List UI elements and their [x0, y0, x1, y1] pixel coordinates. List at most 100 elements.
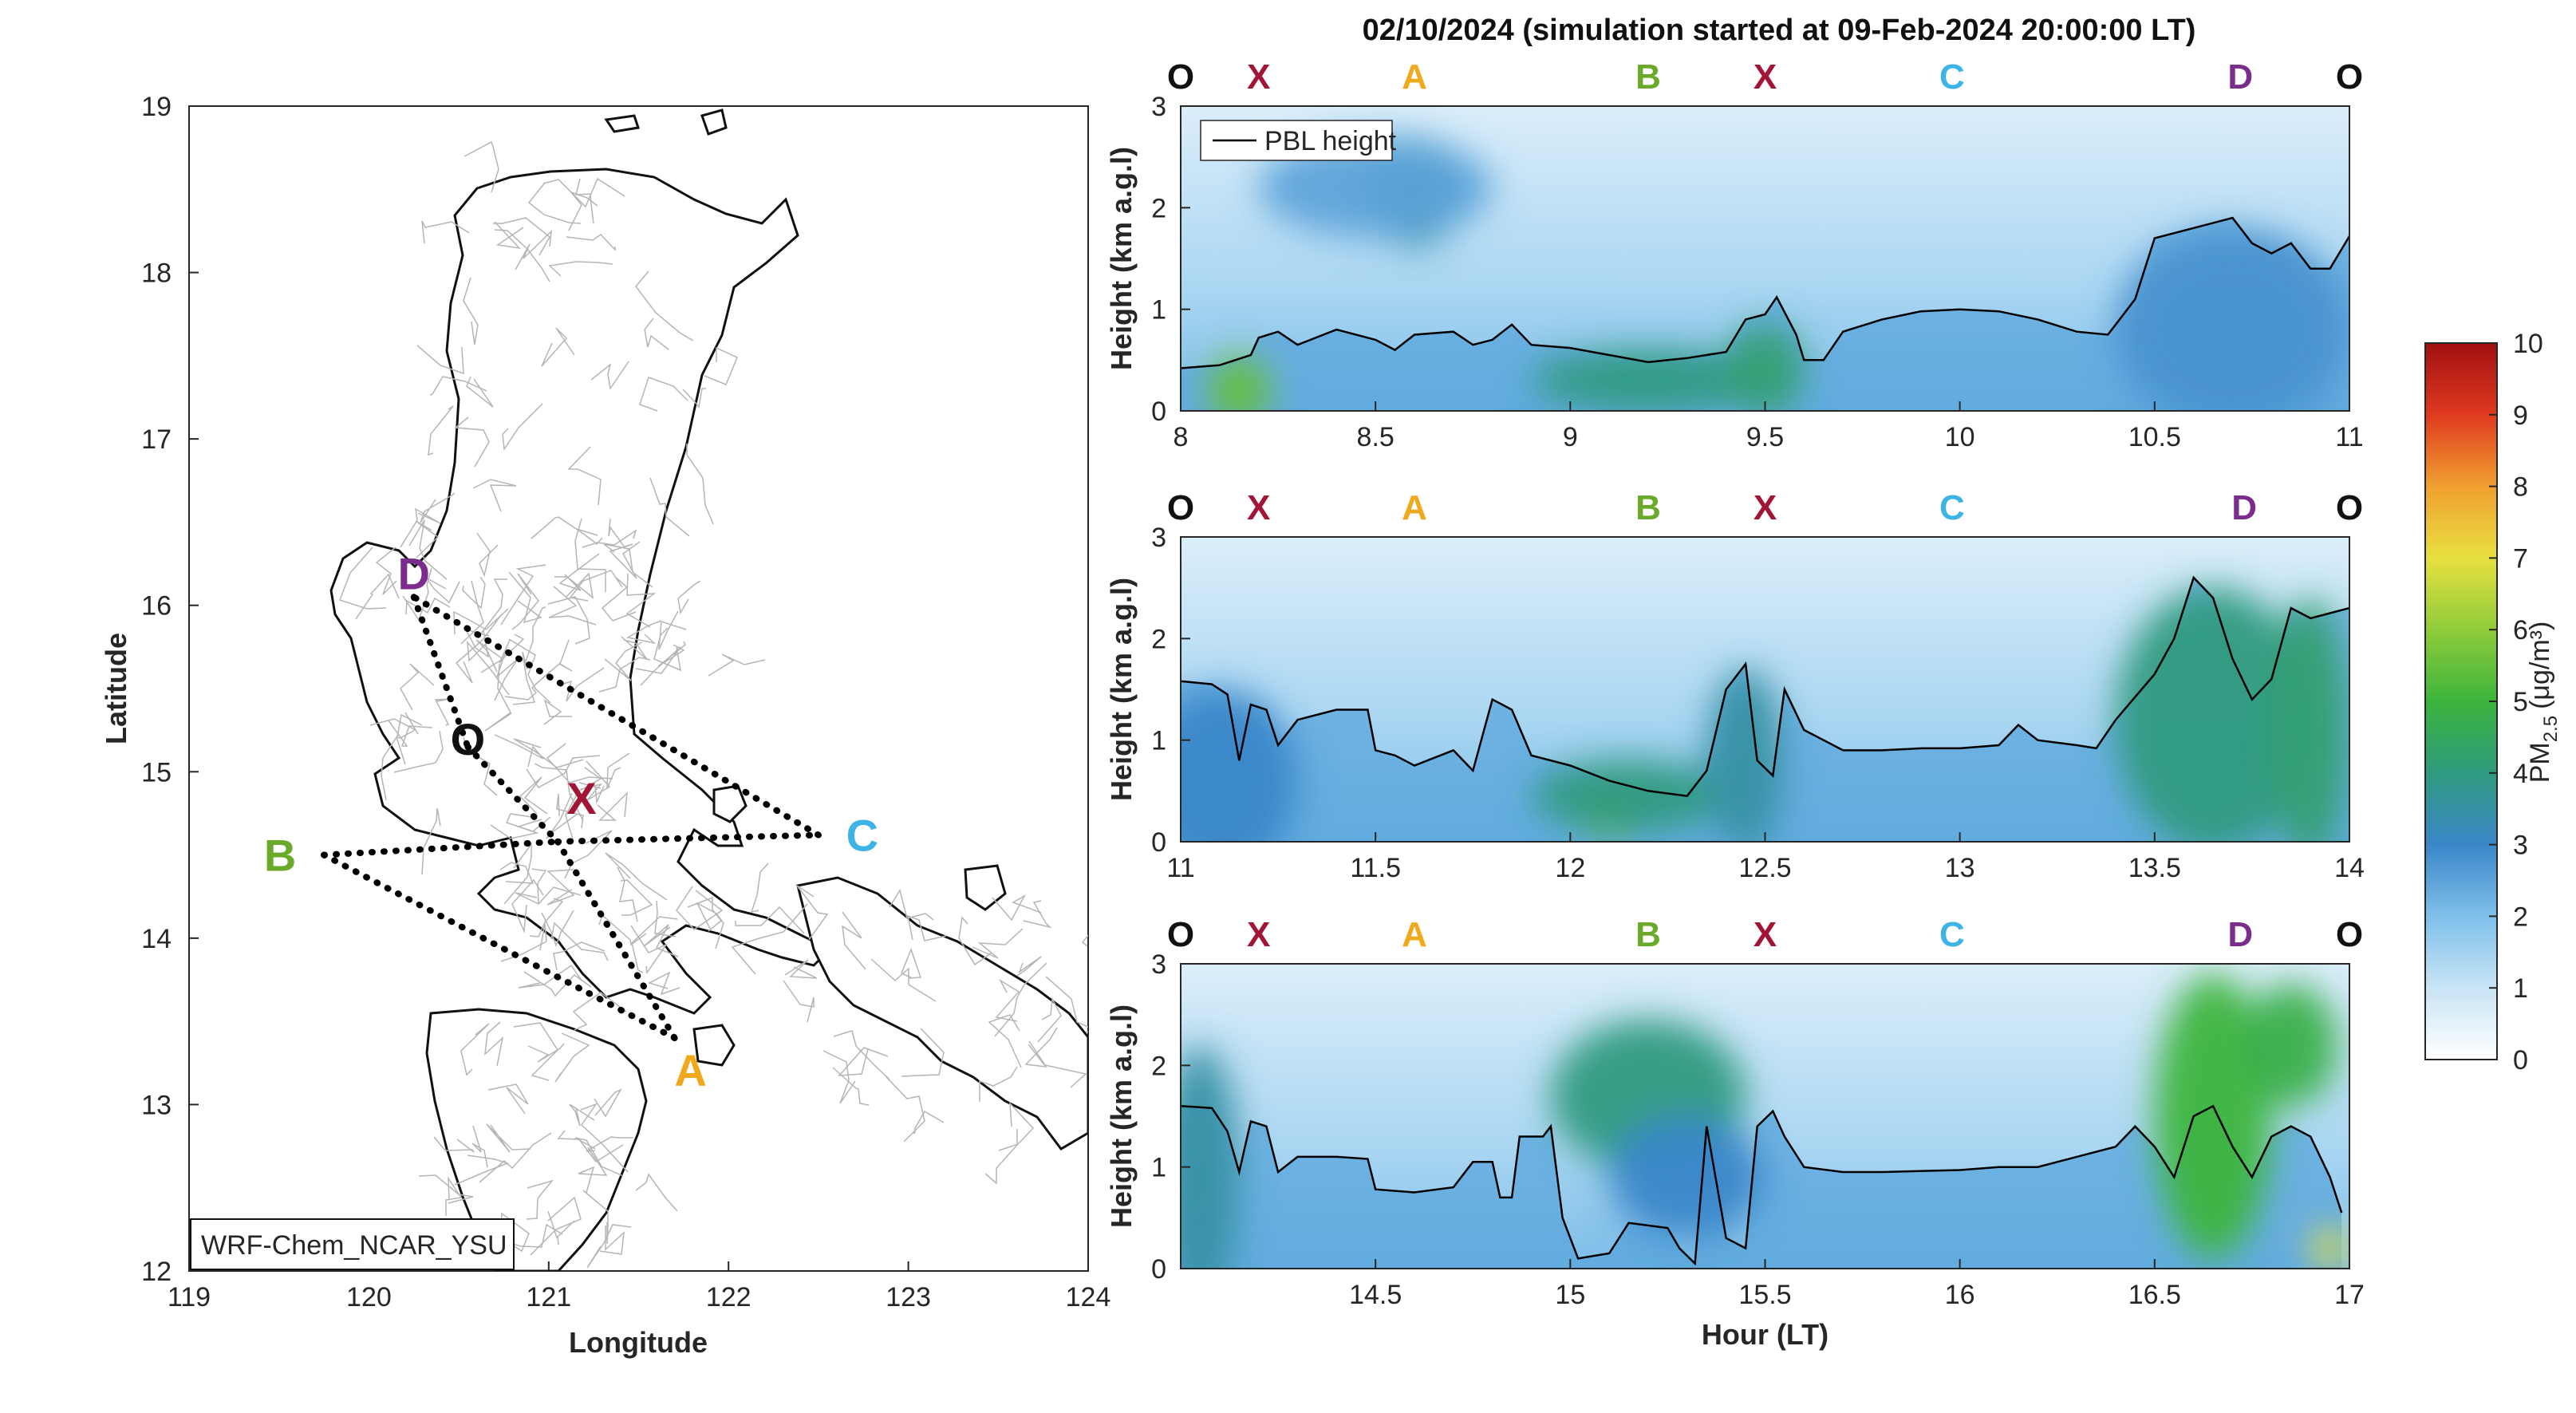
province-boundary-line	[425, 577, 460, 604]
province-boundary-line	[796, 885, 829, 941]
boundary-layer-fill	[1181, 577, 2349, 842]
y-tick-label: 3	[1151, 92, 1166, 122]
province-boundary-line	[484, 663, 512, 732]
province-boundary-line	[454, 416, 490, 468]
province-boundary-line	[453, 608, 509, 635]
province-boundary-line	[381, 736, 406, 801]
province-boundary-line	[416, 345, 464, 375]
x-tick-label: 15.5	[1738, 1280, 1791, 1310]
y-axis-label: Height (km a.g.l)	[1105, 578, 1138, 801]
province-boundary-line	[783, 980, 815, 1023]
y-tick-label: 3	[1151, 949, 1166, 980]
map-ticks: 119 120 121 122 123 124 12 13 14 15 16 17 18 19	[141, 92, 1110, 1312]
colorbar-label-sub: 2.5	[2540, 716, 2562, 742]
province-boundary-line	[677, 580, 701, 615]
province-boundary-line	[490, 819, 542, 839]
province-boundary-line	[686, 444, 714, 525]
x-tick-label: 16.5	[2128, 1280, 2181, 1310]
x-tick-label: 12.5	[1738, 853, 1791, 883]
province-boundary-line	[598, 914, 647, 946]
calayan-island-shape	[700, 109, 728, 136]
province-boundary-line	[402, 567, 432, 622]
province-boundary-line	[569, 1103, 595, 1127]
x-tick-label: 11.5	[1350, 853, 1401, 883]
babuyan-island-shape	[604, 114, 640, 133]
pm25-blobs	[1181, 973, 2349, 1269]
pm25-field-panel-2	[1181, 537, 2349, 842]
province-boundary-line	[523, 606, 546, 666]
province-boundary-line	[493, 217, 550, 256]
province-boundary-line	[635, 1173, 678, 1212]
y-tick-label: 1	[1151, 295, 1166, 326]
x-tick-label: 14	[2334, 853, 2365, 883]
pm25-blobs	[1208, 136, 2349, 411]
route-label-A: A	[1402, 488, 1427, 527]
province-boundary-line	[405, 597, 451, 615]
colorbar-tick-label: 8	[2513, 472, 2528, 503]
province-boundary-line	[462, 576, 486, 610]
map-x-tick-label: 120	[346, 1282, 392, 1312]
map-y-tick-label: 19	[141, 92, 172, 122]
province-boundary-line	[658, 610, 687, 650]
route-label-O: O	[2336, 57, 2363, 97]
province-boundary-line	[467, 640, 510, 696]
pm25-cell	[1208, 354, 1271, 411]
pbl-height-line	[1181, 216, 2349, 369]
province-boundary-line	[504, 670, 551, 701]
province-boundary-line	[1023, 900, 1052, 929]
province-boundary-line	[653, 627, 681, 672]
y-tick-label: 2	[1151, 1051, 1166, 1081]
province-boundary-line	[508, 571, 542, 624]
pm25-cell	[1258, 136, 1493, 239]
pm25-cell	[1181, 689, 1298, 842]
x-tick-label: 15	[1555, 1280, 1585, 1310]
province-boundary-line	[625, 620, 662, 645]
province-boundary-line	[1016, 956, 1042, 977]
colorbar-tick-label: 5	[2513, 687, 2528, 717]
province-boundary-line	[509, 1223, 563, 1248]
province-boundary-line	[460, 580, 484, 645]
y-axis-label: Height (km a.g.l)	[1105, 147, 1138, 370]
x-tick-label: 14.5	[1349, 1280, 1402, 1310]
province-boundary-line	[508, 638, 551, 704]
province-boundary-line	[572, 992, 627, 1031]
province-boundary-line	[513, 738, 584, 768]
pm25-cell	[1706, 669, 1785, 842]
province-boundary-line	[676, 886, 724, 930]
pm25-cell	[1181, 1044, 1240, 1269]
y-tick-label: 1	[1151, 726, 1166, 756]
province-boundary-line	[578, 782, 605, 804]
province-boundary-line	[823, 1050, 856, 1104]
province-boundary-line	[567, 446, 602, 506]
province-boundary-line	[547, 596, 590, 645]
map-y-tick-label: 12	[141, 1257, 172, 1287]
province-boundary-line	[339, 547, 387, 610]
route-label-A: A	[1402, 57, 1427, 97]
route-label-C: C	[1939, 57, 1965, 97]
colorbar-tick-label: 3	[2513, 831, 2528, 861]
pm25-cell	[1726, 324, 1805, 411]
province-boundary-line	[590, 361, 629, 390]
province-boundary-line	[463, 277, 479, 345]
x-tick-label: 13	[1945, 853, 1975, 883]
province-boundary-line	[913, 1110, 945, 1135]
route-label-X: X	[1247, 57, 1270, 97]
province-boundary-line	[513, 1022, 558, 1081]
map-y-tick-label: 13	[141, 1090, 172, 1120]
province-boundary-line	[445, 1176, 463, 1216]
pm25-field-panel-3	[1181, 964, 2349, 1269]
province-boundary-line	[546, 743, 613, 783]
province-boundary-line	[375, 547, 397, 595]
province-boundary-line	[527, 1043, 565, 1063]
x-tick-label: 12	[1555, 853, 1585, 883]
province-boundary-line	[408, 519, 448, 580]
province-boundary-line	[434, 698, 452, 726]
province-boundary-line	[369, 712, 419, 735]
pm25-cell	[1531, 760, 1726, 832]
province-boundary-line	[502, 403, 543, 452]
route-label-X: X	[1753, 57, 1777, 97]
x-tick-label: 13.5	[2128, 853, 2181, 883]
